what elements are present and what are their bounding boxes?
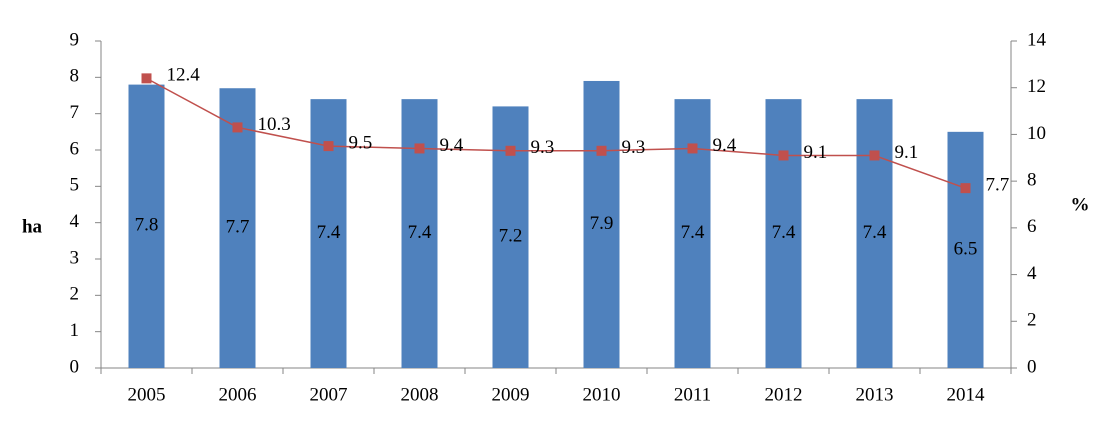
line-value-label: 9.4 [440, 135, 464, 156]
line-marker [596, 145, 607, 156]
y-tick-label: 9 [70, 29, 80, 50]
y2-tick-label: 10 [1027, 123, 1046, 144]
line-value-label: 10.3 [258, 114, 291, 135]
bar-value-label: 7.4 [863, 222, 887, 243]
line-value-label: 9.1 [895, 142, 919, 163]
bar [765, 99, 802, 368]
x-tick-label: 2010 [583, 384, 621, 405]
x-tick-label: 2014 [947, 384, 986, 405]
y2-tick-label: 4 [1027, 263, 1037, 284]
y2-tick-label: 6 [1027, 216, 1037, 237]
bar-value-label: 7.9 [590, 213, 614, 234]
y2-tick-label: 14 [1027, 29, 1047, 50]
line-value-label: 9.5 [349, 132, 373, 153]
y-tick-label: 0 [70, 356, 80, 377]
x-tick-label: 2008 [401, 384, 439, 405]
bar-value-label: 7.4 [772, 222, 796, 243]
bar [856, 99, 893, 368]
bar-value-label: 7.7 [226, 216, 250, 237]
y-tick-label: 2 [70, 284, 80, 305]
line-marker [505, 145, 516, 156]
y2-tick-label: 2 [1027, 310, 1037, 331]
x-tick-label: 2005 [128, 384, 166, 405]
line [146, 77, 966, 189]
y2-tick-label: 0 [1027, 356, 1037, 377]
bar-value-label: 6.5 [954, 238, 978, 259]
bar-value-label: 7.4 [681, 222, 705, 243]
line-value-label: 12.4 [167, 65, 201, 86]
y2-axis-title: % [1071, 194, 1090, 215]
y-tick-label: 8 [70, 66, 80, 87]
line-marker [232, 122, 243, 133]
y-tick-label: 4 [70, 211, 80, 232]
line-value-label: 7.7 [986, 175, 1010, 196]
y2-tick-label: 12 [1027, 76, 1046, 97]
x-tick-label: 2009 [492, 384, 530, 405]
bar [583, 80, 620, 368]
line-marker [323, 141, 334, 152]
x-tick-label: 2006 [219, 384, 257, 405]
bar-value-label: 7.2 [499, 226, 523, 247]
line-marker [778, 150, 789, 161]
bar-value-label: 7.8 [135, 215, 159, 236]
line-value-label: 9.3 [531, 137, 555, 158]
y-axis-title: ha [22, 216, 43, 237]
line-value-label: 9.4 [713, 135, 737, 156]
bar [947, 131, 984, 368]
line-marker [414, 143, 425, 154]
x-tick-label: 2011 [674, 384, 711, 405]
line-value-label: 9.1 [804, 142, 828, 163]
bar [219, 88, 256, 368]
y-tick-label: 3 [70, 247, 80, 268]
y-tick-label: 5 [70, 175, 80, 196]
x-tick-label: 2012 [765, 384, 803, 405]
y-tick-label: 6 [70, 138, 80, 159]
line-marker [141, 73, 152, 84]
line-marker [960, 183, 971, 194]
x-tick-label: 2007 [310, 384, 348, 405]
line-marker [687, 143, 698, 154]
y2-tick-label: 8 [1027, 170, 1037, 191]
y-tick-label: 7 [70, 102, 80, 123]
bar-value-label: 7.4 [317, 222, 341, 243]
y-tick-label: 1 [70, 320, 80, 341]
x-tick-label: 2013 [856, 384, 894, 405]
bar-value-label: 7.4 [408, 222, 432, 243]
bar [128, 84, 165, 368]
line-value-label: 9.3 [622, 137, 646, 158]
line-marker [869, 150, 880, 161]
